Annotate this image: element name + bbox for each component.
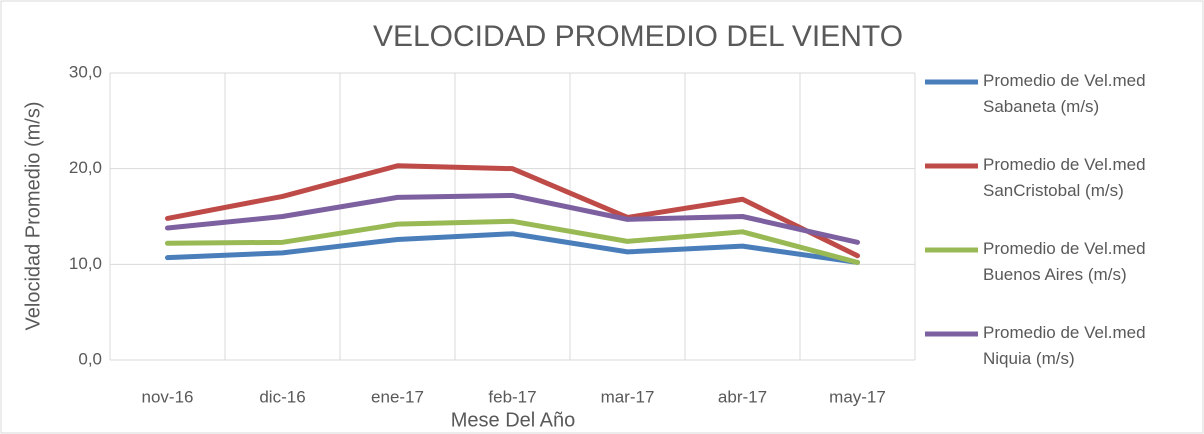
legend-label: Promedio de Vel.med Niquia (m/s) (983, 323, 1146, 368)
y-tick-label: 20,0 (69, 158, 102, 177)
x-tick-label: ene-17 (371, 387, 424, 406)
series-line (165, 192, 860, 245)
x-tick-label: dic-16 (259, 387, 305, 406)
legend-label: Promedio de Vel.med Buenos Aires (m/s) (983, 239, 1146, 284)
x-tick-label: abr-17 (718, 387, 767, 406)
legend-label: Promedio de Vel.med SanCristobal (m/s) (983, 155, 1146, 200)
chart-title: VELOCIDAD PROMEDIO DEL VIENTO (373, 20, 903, 53)
y-tick-label: 10,0 (69, 254, 102, 273)
y-tick-label: 30,0 (69, 62, 102, 81)
y-tick-label: 0,0 (78, 349, 102, 368)
x-tick-label: nov-16 (142, 387, 194, 406)
series-line (165, 218, 860, 265)
x-tick-label: feb-17 (488, 387, 536, 406)
x-tick-label: mar-17 (601, 387, 655, 406)
x-axis-label: Mese Del Año (451, 409, 576, 431)
y-axis-label: Velocidad Promedio (m/s) (22, 102, 44, 331)
series-line (165, 231, 860, 265)
legend-label: Promedio de Vel.med Sabaneta (m/s) (983, 71, 1146, 116)
x-tick-label: may-17 (829, 387, 886, 406)
series-line (165, 163, 860, 259)
